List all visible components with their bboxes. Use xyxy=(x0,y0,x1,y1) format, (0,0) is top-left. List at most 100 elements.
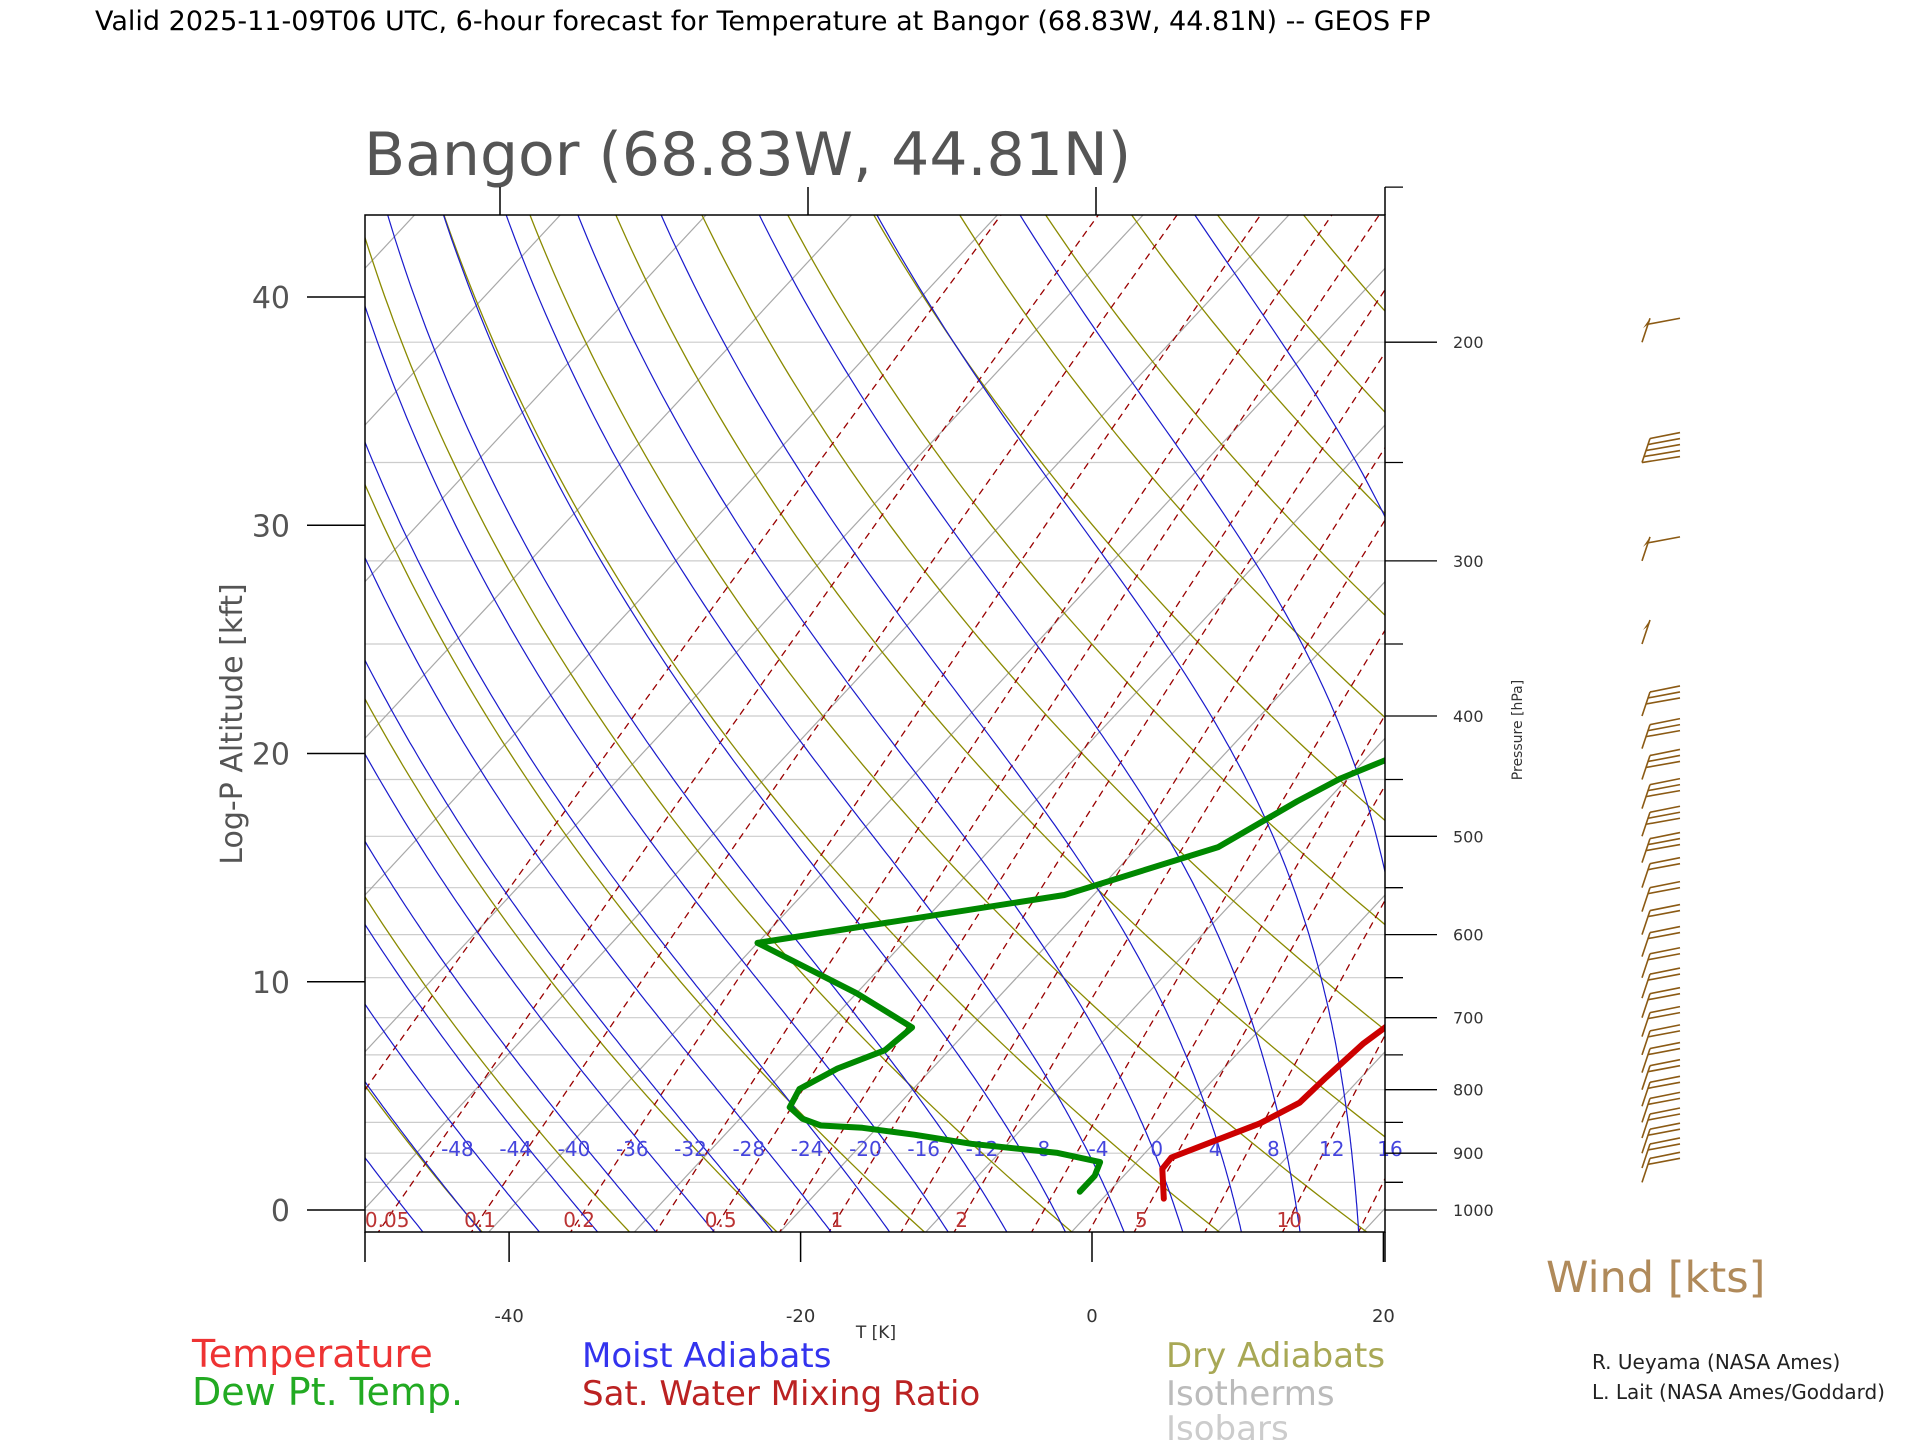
dry-adiabat-line xyxy=(1532,183,1920,1256)
wind-label: Wind [kts] xyxy=(1546,1253,1765,1303)
x-tick-label: 20 xyxy=(1372,1306,1395,1327)
background-lines xyxy=(0,169,1920,1256)
dry-adiabat-line xyxy=(1130,215,1385,515)
wind-barb xyxy=(1641,986,1681,1018)
dry-adiabat-line xyxy=(365,697,778,1232)
wind-barb xyxy=(1641,1041,1681,1073)
mixing-ratio-label: 1 xyxy=(831,1208,844,1232)
legend-mixing-ratio: Sat. Water Mixing Ratio xyxy=(582,1374,980,1414)
dry-adiabat-line xyxy=(1302,215,1385,313)
mixing-ratio-line xyxy=(1087,714,1385,1232)
credit-line-1: R. Ueyama (NASA Ames) xyxy=(1592,1350,1840,1374)
isotherm-line xyxy=(925,737,1385,1232)
mixing-ratio-line xyxy=(1512,183,1920,1256)
legend-dewpoint: Dew Pt. Temp. xyxy=(192,1370,463,1414)
dry-adiabat-line xyxy=(1216,215,1385,414)
moist-adiabat-label: 0 xyxy=(1150,1137,1163,1161)
mixing-ratio-line xyxy=(655,215,1333,1232)
legend-temperature: Temperature xyxy=(191,1332,433,1376)
moist-adiabat-label: -32 xyxy=(674,1137,707,1161)
wind-barb xyxy=(1641,1091,1681,1123)
moist-adiabat-line xyxy=(758,215,1301,1232)
mixing-ratio-label: 10 xyxy=(1276,1208,1301,1232)
dry-adiabat-line xyxy=(701,215,1385,1031)
mixing-ratio-label: 5 xyxy=(1135,1208,1148,1232)
wind-barb xyxy=(1641,536,1681,562)
moist-adiabat-line xyxy=(660,215,1243,1232)
x-tick-label: -40 xyxy=(494,1306,523,1327)
mixing-ratio-label: 0.2 xyxy=(563,1208,595,1232)
plot-frame xyxy=(364,214,1386,1233)
moist-adiabat-line xyxy=(365,840,657,1232)
mixing-ratio-label: 0.05 xyxy=(365,1208,410,1232)
dry-adiabat-line xyxy=(1701,183,1920,1256)
wind-barb xyxy=(1641,856,1681,888)
credit-line-2: L. Lait (NASA Ames/Goddard) xyxy=(1592,1380,1885,1404)
moist-adiabat-line xyxy=(876,215,1360,1232)
wind-barb xyxy=(1641,317,1681,343)
isotherm-line xyxy=(0,183,153,1256)
pressure-tick-label: 300 xyxy=(1453,552,1484,571)
dry-adiabat-line xyxy=(1044,215,1385,617)
moist-adiabat-label: -48 xyxy=(441,1137,474,1161)
isotherm-line xyxy=(1070,894,1385,1232)
dry-adiabat-line xyxy=(615,215,1385,1138)
wind-barb xyxy=(1641,805,1681,837)
moist-adiabat-line xyxy=(365,659,774,1232)
dewpoint-line xyxy=(754,757,1385,1195)
pressure-tick-label: 700 xyxy=(1453,1009,1484,1028)
moist-adiabat-label: 16 xyxy=(1377,1137,1402,1161)
wind-barb xyxy=(1641,831,1681,863)
wind-barb xyxy=(1641,1107,1681,1139)
mixing-ratio-line xyxy=(365,215,1002,1091)
dry-adiabat-line xyxy=(958,215,1385,719)
wind-barb xyxy=(1641,431,1681,464)
isotherm-line xyxy=(365,215,707,583)
pressure-tick-label: 900 xyxy=(1453,1144,1484,1163)
moist-adiabat-line xyxy=(365,1156,424,1232)
wind-barb xyxy=(1641,685,1681,717)
moist-adiabat-label: -24 xyxy=(791,1137,824,1161)
wind-barb xyxy=(1641,925,1681,957)
mixing-ratio-line xyxy=(1357,1177,1385,1232)
isotherm-line xyxy=(0,183,7,1256)
isotherm-line xyxy=(633,424,1385,1232)
wind-barb xyxy=(1641,946,1681,978)
y-tick-label: 0 xyxy=(271,1194,290,1229)
left-axis-label: Log-P Altitude [kft] xyxy=(215,583,250,864)
moist-adiabat-line xyxy=(505,215,1125,1232)
dry-adiabat-line xyxy=(365,482,926,1232)
dry-adiabat-line xyxy=(1363,183,1920,1256)
dry-adiabat-line xyxy=(365,1084,483,1232)
wind-barb xyxy=(1641,717,1681,749)
moist-adiabat-line xyxy=(0,169,251,1237)
moist-adiabat-label: 12 xyxy=(1319,1137,1344,1161)
wind-barb xyxy=(1641,1122,1681,1154)
isotherm-line xyxy=(1216,1050,1385,1232)
pressure-tick-label: 1000 xyxy=(1453,1201,1494,1220)
moist-adiabat-line xyxy=(0,169,310,1237)
y-tick-label: 30 xyxy=(252,509,290,544)
mixing-ratio-labels: 0.05 0.1 0.2 0.5 1 2 5 10 xyxy=(365,1208,1302,1232)
isotherm-line xyxy=(1362,1207,1385,1232)
y-tick-label: 10 xyxy=(252,966,290,1001)
moist-adiabat-label: -44 xyxy=(499,1137,532,1161)
mixing-ratio-line xyxy=(828,351,1385,1232)
legend-isobars: Isobars xyxy=(1166,1409,1289,1440)
mixing-ratio-line xyxy=(1030,629,1385,1232)
legend: Temperature Dew Pt. Temp. Moist Adiabats… xyxy=(191,1332,1385,1440)
moist-adiabat-line xyxy=(365,556,832,1232)
dry-adiabat-line xyxy=(0,183,354,1256)
moist-adiabat-label: -20 xyxy=(849,1137,882,1161)
moist-adiabat-line xyxy=(1019,215,1385,875)
isotherm-line xyxy=(0,183,299,1256)
wind-barbs xyxy=(1641,317,1681,1183)
moist-adiabat-line xyxy=(577,215,1184,1232)
header-title: Valid 2025-11-09T06 UTC, 6-hour forecast… xyxy=(95,6,1431,37)
wind-barb xyxy=(1641,880,1681,912)
moist-adiabat-line xyxy=(365,752,716,1232)
mixing-ratio-line xyxy=(1601,183,1920,1256)
isotherm-line xyxy=(365,215,853,740)
x-tick-label: -20 xyxy=(786,1306,815,1327)
